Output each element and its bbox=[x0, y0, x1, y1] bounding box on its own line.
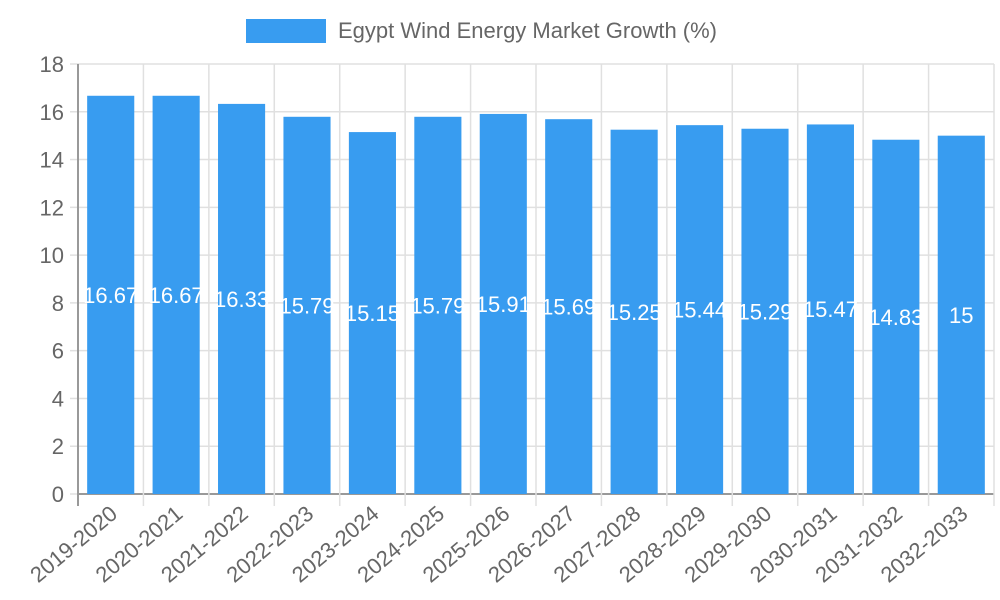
y-tick-label: 0 bbox=[52, 482, 64, 507]
y-tick-label: 12 bbox=[40, 195, 64, 220]
bar[interactable] bbox=[676, 125, 724, 495]
bar[interactable] bbox=[872, 139, 920, 494]
bar-value-label: 15.25 bbox=[607, 300, 662, 325]
bar-value-label: 15 bbox=[949, 303, 973, 328]
bar[interactable] bbox=[218, 103, 266, 495]
y-tick-label: 16 bbox=[40, 100, 64, 125]
bar-value-label: 15.29 bbox=[737, 299, 792, 324]
y-tick-label: 4 bbox=[52, 386, 64, 411]
y-tick-label: 14 bbox=[40, 148, 64, 173]
bar[interactable] bbox=[87, 95, 135, 495]
bar[interactable] bbox=[152, 95, 200, 495]
legend-swatch bbox=[246, 19, 326, 43]
bar-value-label: 16.67 bbox=[149, 283, 204, 308]
bar-value-label: 15.79 bbox=[279, 293, 334, 318]
y-tick-label: 8 bbox=[52, 291, 64, 316]
bar-value-label: 16.67 bbox=[83, 283, 138, 308]
bar-value-label: 16.33 bbox=[214, 287, 269, 312]
bar-value-label: 15.47 bbox=[803, 297, 858, 322]
chart-legend[interactable]: Egypt Wind Energy Market Growth (%) bbox=[246, 18, 717, 44]
bar-value-label: 14.83 bbox=[868, 305, 923, 330]
legend-label: Egypt Wind Energy Market Growth (%) bbox=[338, 18, 718, 43]
bar[interactable] bbox=[937, 135, 985, 494]
bar[interactable] bbox=[283, 116, 331, 495]
y-tick-label: 18 bbox=[40, 52, 64, 77]
bar[interactable] bbox=[741, 128, 789, 494]
bar-value-label: 15.91 bbox=[476, 292, 531, 317]
bar[interactable] bbox=[806, 124, 854, 494]
y-tick-label: 6 bbox=[52, 339, 64, 364]
bar[interactable] bbox=[545, 119, 593, 494]
bar[interactable] bbox=[414, 116, 462, 495]
bar-value-label: 15.44 bbox=[672, 298, 727, 323]
bar-value-label: 15.79 bbox=[410, 293, 465, 318]
bar-value-label: 15.15 bbox=[345, 301, 400, 326]
y-tick-label: 10 bbox=[40, 243, 64, 268]
bar[interactable] bbox=[348, 132, 396, 495]
y-tick-label: 2 bbox=[52, 434, 64, 459]
bar-value-label: 15.69 bbox=[541, 295, 596, 320]
bar[interactable] bbox=[610, 129, 658, 494]
bar[interactable] bbox=[479, 113, 527, 494]
